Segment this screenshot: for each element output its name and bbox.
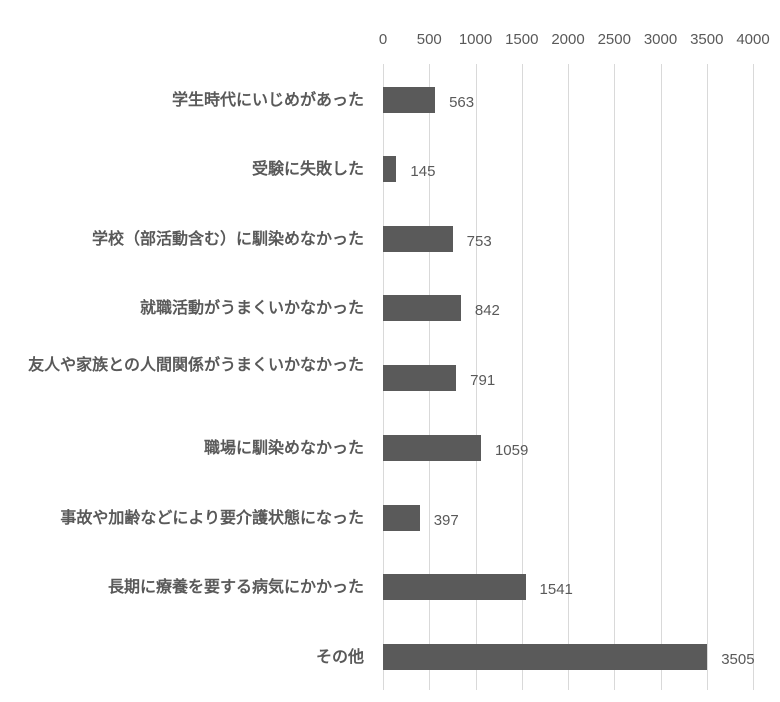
bar	[383, 505, 420, 531]
bar	[383, 87, 436, 113]
bar-row: 事故や加齢などにより要介護状態になった 397	[0, 505, 780, 531]
category-label: 学校（部活動含む）に馴染めなかった	[91, 229, 364, 248]
x-tick-label: 1500	[505, 31, 539, 48]
x-tick-label: 0	[378, 31, 388, 48]
bar	[383, 574, 526, 600]
bar-row: 受験に失敗した 145	[0, 156, 780, 182]
x-tick-label: 500	[416, 31, 442, 48]
category-label: 職場に馴染めなかった	[203, 438, 364, 457]
category-label: 学生時代にいじめがあった	[171, 90, 364, 109]
bar-row: 学校（部活動含む）に馴染めなかった 753	[0, 226, 780, 252]
category-label: 就職活動がうまくいかなかった	[139, 298, 364, 317]
category-label: 友人や家族との人間関係がうまくいかなかった	[28, 355, 364, 374]
data-label: 753	[466, 233, 492, 250]
x-tick-label: 3500	[690, 31, 724, 48]
data-label: 397	[433, 512, 459, 529]
bar-row: 友人や家族との人間関係がうまくいかなかった 791	[0, 355, 780, 391]
bar	[383, 435, 481, 461]
bar-row: 就職活動がうまくいかなかった 842	[0, 295, 780, 321]
x-tick-label: 3000	[643, 31, 678, 48]
x-tick-label: 2500	[597, 31, 631, 48]
bar	[383, 365, 457, 391]
bar	[383, 644, 708, 670]
bar	[383, 295, 461, 321]
category-label: 長期に療養を要する病気にかかった	[107, 577, 364, 596]
bar	[383, 226, 453, 252]
gridline	[568, 64, 569, 690]
data-label: 145	[410, 163, 436, 180]
gridline	[614, 64, 615, 690]
gridline	[707, 64, 708, 690]
gridline	[476, 64, 477, 690]
data-label: 1541	[539, 581, 573, 598]
bar-row: 長期に療養を要する病気にかかった 1541	[0, 574, 780, 600]
data-label: 563	[449, 94, 475, 111]
x-tick-label: 4000	[736, 31, 770, 48]
data-label: 842	[474, 302, 500, 319]
gridline	[661, 64, 662, 690]
category-label: 事故や加齢などにより要介護状態になった	[60, 508, 364, 527]
gridline	[753, 64, 754, 690]
gridline	[522, 64, 523, 690]
category-label: その他	[315, 647, 364, 666]
data-label: 1059	[494, 442, 529, 459]
bar-row: 職場に馴染めなかった 1059	[0, 435, 780, 461]
data-label: 3505	[721, 651, 755, 668]
category-label: 受験に失敗した	[251, 159, 364, 178]
bar-row: その他 3505	[0, 644, 780, 670]
x-tick-label: 1000	[458, 31, 493, 48]
bar-row: 学生時代にいじめがあった 563	[0, 87, 780, 113]
data-label: 791	[470, 372, 496, 389]
bar	[383, 156, 397, 182]
x-tick-label: 2000	[551, 31, 585, 48]
